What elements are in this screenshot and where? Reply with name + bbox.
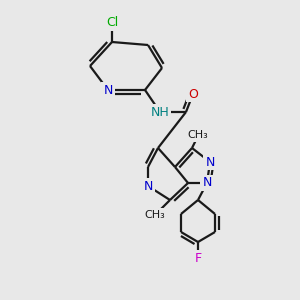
Text: F: F — [194, 251, 202, 265]
Text: O: O — [188, 88, 198, 100]
Text: CH₃: CH₃ — [188, 130, 208, 140]
Text: N: N — [202, 176, 212, 190]
Text: N: N — [205, 155, 215, 169]
Text: N: N — [143, 179, 153, 193]
Text: N: N — [103, 83, 113, 97]
Text: NH: NH — [151, 106, 169, 118]
Text: Cl: Cl — [106, 16, 118, 29]
Text: CH₃: CH₃ — [145, 210, 165, 220]
